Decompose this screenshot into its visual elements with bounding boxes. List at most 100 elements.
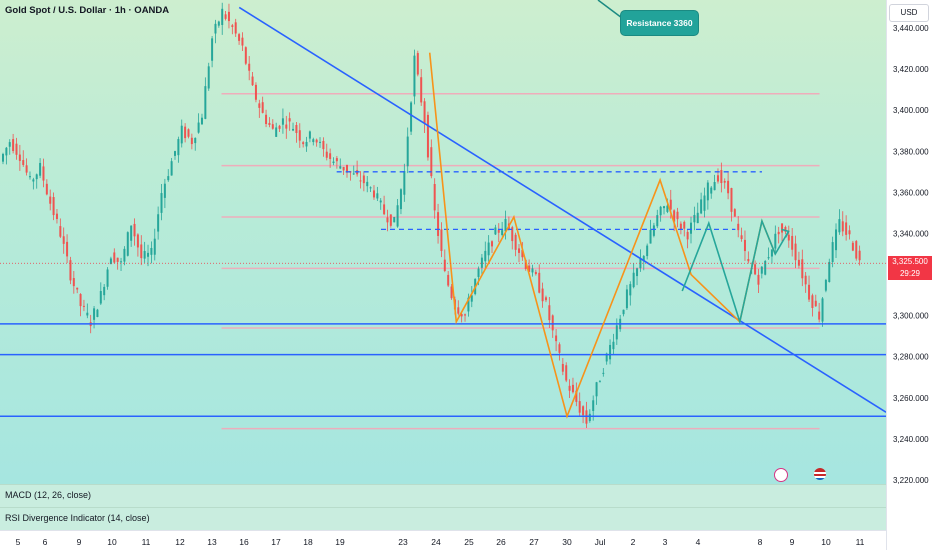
candle-body — [706, 182, 709, 201]
candle-body — [140, 244, 143, 259]
time-tick-label: 18 — [303, 537, 313, 547]
candle-body — [18, 154, 21, 161]
candle-body — [561, 363, 564, 372]
candle-body — [737, 223, 740, 231]
candle-body — [285, 124, 288, 129]
candle-body — [497, 229, 500, 233]
candle-body — [413, 55, 416, 97]
candle-body — [275, 127, 278, 137]
candle-body — [683, 221, 686, 229]
candle-body — [690, 222, 692, 234]
candle-body — [467, 297, 470, 312]
candle-body — [423, 101, 426, 124]
candle-body — [278, 125, 281, 129]
candle-body — [224, 14, 227, 19]
time-tick-label: 13 — [207, 537, 217, 547]
candle-body — [464, 314, 467, 316]
resistance-annotation[interactable]: Resistance 3360 — [620, 10, 699, 36]
candle-body — [686, 231, 689, 240]
currency-button[interactable]: USD — [889, 4, 929, 22]
candle-body — [858, 250, 861, 261]
candle-body — [808, 284, 811, 300]
candle-body — [342, 166, 345, 171]
candle-body — [754, 264, 757, 275]
candle-body — [393, 217, 396, 223]
candle-body — [163, 183, 166, 198]
price-tick-label: 3,260.000 — [893, 394, 929, 403]
rsi-pane[interactable]: RSI Divergence Indicator (14, close) — [0, 507, 886, 531]
price-chart[interactable] — [0, 0, 886, 484]
candle-body — [659, 206, 662, 216]
candle-body — [335, 158, 338, 162]
candle-body — [221, 8, 224, 25]
candle-body — [784, 227, 787, 232]
candle-body — [609, 344, 612, 360]
candle-body — [757, 274, 760, 285]
time-tick-label: 24 — [431, 537, 441, 547]
candle-body — [598, 381, 601, 383]
candle-body — [32, 179, 35, 182]
candle-body — [548, 305, 551, 321]
candle-body — [723, 180, 726, 183]
candle-body — [514, 234, 517, 250]
candle-body — [359, 180, 362, 182]
macd-label: MACD (12, 26, close) — [5, 490, 92, 500]
forecast-path — [681, 218, 790, 325]
price-tick-label: 3,420.000 — [893, 65, 929, 74]
annotation-connector — [597, 0, 623, 19]
candle-body — [319, 141, 322, 143]
candle-body — [639, 258, 642, 269]
candle-body — [386, 217, 389, 223]
time-tick-label: 25 — [464, 537, 474, 547]
candle-body — [396, 205, 399, 227]
candle-body — [261, 102, 264, 113]
candle-body — [217, 21, 220, 26]
candle-body — [730, 188, 733, 212]
candle-body — [167, 176, 170, 181]
time-tick-label: 19 — [335, 537, 345, 547]
price-tick-label: 3,280.000 — [893, 353, 929, 362]
time-axis[interactable]: 5 6 9 10 11 12 13 16 17 18 19 23 24 25 26 27 30 Jul 2 3 4 8 9 1… — [0, 530, 886, 551]
price-tick-label: 3,440.000 — [893, 24, 929, 33]
candle-body — [352, 173, 355, 175]
candle-body — [265, 114, 268, 125]
candle-body — [369, 187, 372, 189]
candle-body — [130, 225, 133, 241]
candle-body — [727, 180, 730, 194]
candle-body — [551, 315, 554, 331]
time-tick-label: 2 — [631, 537, 636, 547]
time-tick-label: 3 — [663, 537, 668, 547]
candle-body — [204, 86, 207, 119]
candle-body — [831, 242, 834, 262]
candle-body — [582, 406, 585, 416]
candle-body — [841, 221, 844, 232]
candle-body — [484, 250, 487, 262]
candle-body — [642, 256, 645, 262]
macd-pane[interactable]: MACD (12, 26, close) — [0, 484, 886, 507]
us-flag-icon[interactable] — [814, 468, 826, 480]
candle-body — [12, 139, 15, 152]
lightning-icon[interactable] — [774, 468, 788, 482]
candle-body — [383, 204, 386, 215]
last-price-value: 3,325.500 — [892, 257, 928, 266]
candle-body — [740, 235, 743, 240]
candle-body — [501, 230, 504, 236]
candle-body — [460, 314, 463, 317]
candle-body — [332, 161, 335, 163]
candle-body — [410, 102, 413, 132]
candle-body — [238, 34, 241, 41]
time-tick-label: 16 — [239, 537, 249, 547]
candle-body — [797, 259, 800, 266]
candle-body — [568, 385, 571, 391]
candle-body — [770, 249, 773, 257]
time-tick-label: 9 — [77, 537, 82, 547]
candle-body — [669, 199, 672, 210]
candle-body — [538, 272, 541, 293]
candle-body — [190, 137, 193, 145]
candle-body — [518, 248, 520, 253]
rsi-label: RSI Divergence Indicator (14, close) — [5, 513, 150, 523]
price-tick-label: 3,360.000 — [893, 188, 929, 197]
candle-body — [5, 147, 8, 156]
candle-body — [656, 215, 659, 227]
chart-area[interactable]: Gold Spot / U.S. Dollar · 1h · OANDA Res… — [0, 0, 886, 484]
